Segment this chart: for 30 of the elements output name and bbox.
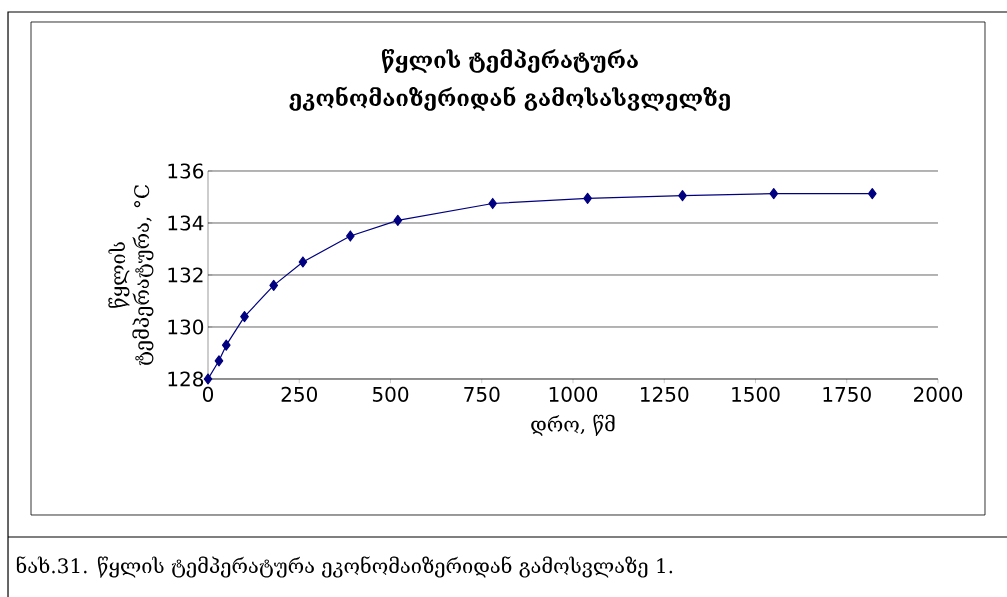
x-tick-label: 1500	[732, 386, 780, 402]
x-tick-label: 2000	[914, 386, 963, 402]
y-tick-label: 134	[168, 215, 204, 231]
x-tick-label: 250	[281, 386, 318, 402]
point	[203, 373, 213, 385]
point	[214, 355, 224, 367]
point	[488, 197, 498, 210]
y-tick-label: 130	[168, 319, 204, 335]
point	[298, 256, 308, 268]
y-tick-label: 136	[168, 163, 204, 179]
point	[678, 190, 687, 202]
y-axis-title: წყლის ტემპერატურა, °C	[108, 185, 154, 366]
text: ნახ.31. წყლის ტემპერატურა ეკონომაიზერიდან გამოსვლაზე 1.	[16, 556, 673, 578]
x-axis-title: დრო, წმ	[531, 414, 615, 436]
point	[221, 339, 231, 351]
point	[346, 230, 355, 242]
x-tick-label: 1250	[641, 386, 689, 402]
x-tick-label: 1750	[823, 386, 871, 402]
y-tick-label: 132	[168, 267, 203, 283]
point	[867, 188, 877, 200]
y-tick-label: 128	[168, 371, 204, 387]
point	[583, 192, 592, 204]
x-tick-label: 1000	[549, 386, 598, 402]
point	[393, 214, 403, 226]
x-tick-label: 0	[202, 386, 214, 402]
x-tick-label: 750	[464, 386, 500, 402]
chart-title: წყლის ტემპერატურა ეკონომაიზერიდან გამოსასვლელზე	[289, 49, 730, 111]
point	[769, 188, 779, 200]
x-tick-label: 500	[372, 386, 409, 402]
point	[269, 279, 279, 291]
